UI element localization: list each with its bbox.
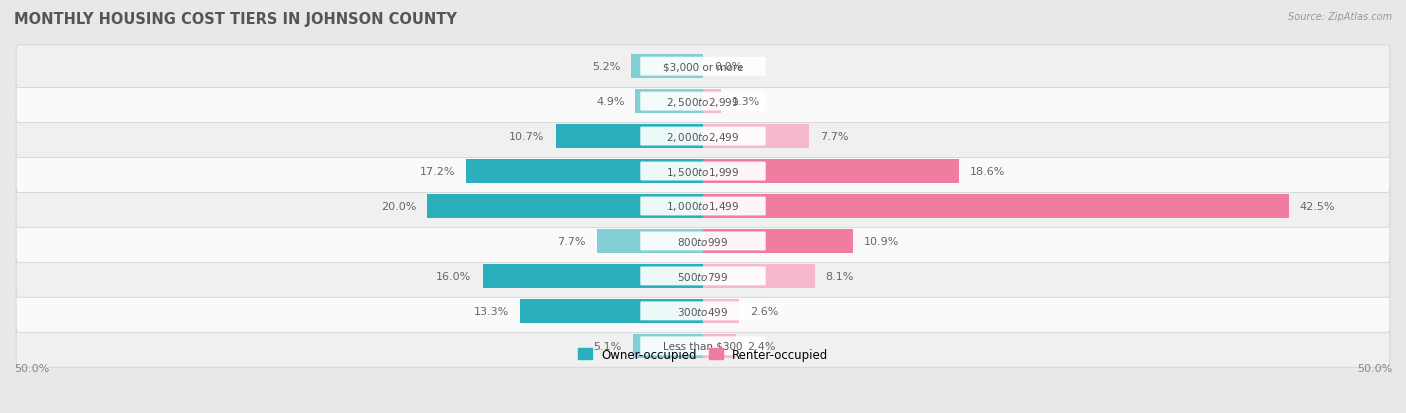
Bar xyxy=(555,125,703,149)
FancyBboxPatch shape xyxy=(640,337,766,356)
Text: 13.3%: 13.3% xyxy=(474,306,509,316)
Text: $800 to $999: $800 to $999 xyxy=(678,235,728,247)
Text: $3,000 or more: $3,000 or more xyxy=(662,62,744,72)
Text: 2.6%: 2.6% xyxy=(749,306,779,316)
Text: 4.9%: 4.9% xyxy=(596,97,624,107)
Text: MONTHLY HOUSING COST TIERS IN JOHNSON COUNTY: MONTHLY HOUSING COST TIERS IN JOHNSON CO… xyxy=(14,12,457,27)
FancyBboxPatch shape xyxy=(640,267,766,286)
Text: $500 to $799: $500 to $799 xyxy=(678,270,728,282)
Text: Source: ZipAtlas.com: Source: ZipAtlas.com xyxy=(1288,12,1392,22)
Text: 5.2%: 5.2% xyxy=(592,62,620,72)
FancyBboxPatch shape xyxy=(15,116,1391,158)
FancyBboxPatch shape xyxy=(15,81,1391,123)
Text: 50.0%: 50.0% xyxy=(1357,363,1392,373)
Text: $300 to $499: $300 to $499 xyxy=(678,305,728,317)
Bar xyxy=(703,194,1289,219)
Text: 7.7%: 7.7% xyxy=(820,132,849,142)
FancyBboxPatch shape xyxy=(640,197,766,216)
FancyBboxPatch shape xyxy=(640,162,766,181)
Text: 50.0%: 50.0% xyxy=(14,363,49,373)
FancyBboxPatch shape xyxy=(640,302,766,320)
Text: 1.3%: 1.3% xyxy=(733,97,761,107)
Text: 10.7%: 10.7% xyxy=(509,132,544,142)
Text: 2.4%: 2.4% xyxy=(747,341,776,351)
Legend: Owner-occupied, Renter-occupied: Owner-occupied, Renter-occupied xyxy=(578,348,828,361)
FancyBboxPatch shape xyxy=(640,57,766,76)
FancyBboxPatch shape xyxy=(15,290,1391,332)
Bar xyxy=(520,299,703,323)
Text: $1,500 to $1,999: $1,500 to $1,999 xyxy=(666,165,740,178)
Text: $1,000 to $1,499: $1,000 to $1,499 xyxy=(666,200,740,213)
Text: 18.6%: 18.6% xyxy=(970,166,1005,177)
Bar xyxy=(703,125,808,149)
Bar xyxy=(703,334,737,358)
FancyBboxPatch shape xyxy=(15,185,1391,228)
FancyBboxPatch shape xyxy=(15,220,1391,263)
Bar xyxy=(703,299,738,323)
Bar xyxy=(703,229,853,254)
FancyBboxPatch shape xyxy=(15,325,1391,367)
Text: 42.5%: 42.5% xyxy=(1299,202,1336,211)
Text: 8.1%: 8.1% xyxy=(825,271,853,281)
Text: 5.1%: 5.1% xyxy=(593,341,621,351)
Bar xyxy=(636,90,703,114)
Text: 7.7%: 7.7% xyxy=(557,236,586,247)
Bar xyxy=(427,194,703,219)
Bar xyxy=(598,229,703,254)
Bar xyxy=(482,264,703,288)
Text: 17.2%: 17.2% xyxy=(419,166,456,177)
FancyBboxPatch shape xyxy=(15,150,1391,193)
FancyBboxPatch shape xyxy=(640,127,766,146)
FancyBboxPatch shape xyxy=(15,46,1391,88)
FancyBboxPatch shape xyxy=(640,93,766,111)
FancyBboxPatch shape xyxy=(640,232,766,251)
Text: 16.0%: 16.0% xyxy=(436,271,471,281)
Bar xyxy=(633,334,703,358)
Text: $2,500 to $2,999: $2,500 to $2,999 xyxy=(666,95,740,108)
Text: 20.0%: 20.0% xyxy=(381,202,416,211)
Bar xyxy=(703,159,959,184)
Text: $2,000 to $2,499: $2,000 to $2,499 xyxy=(666,130,740,143)
Bar xyxy=(703,90,721,114)
Text: Less than $300: Less than $300 xyxy=(664,341,742,351)
Text: 10.9%: 10.9% xyxy=(865,236,900,247)
Text: 0.0%: 0.0% xyxy=(714,62,742,72)
Bar xyxy=(465,159,703,184)
Bar xyxy=(631,55,703,79)
FancyBboxPatch shape xyxy=(15,255,1391,297)
Bar xyxy=(703,264,814,288)
